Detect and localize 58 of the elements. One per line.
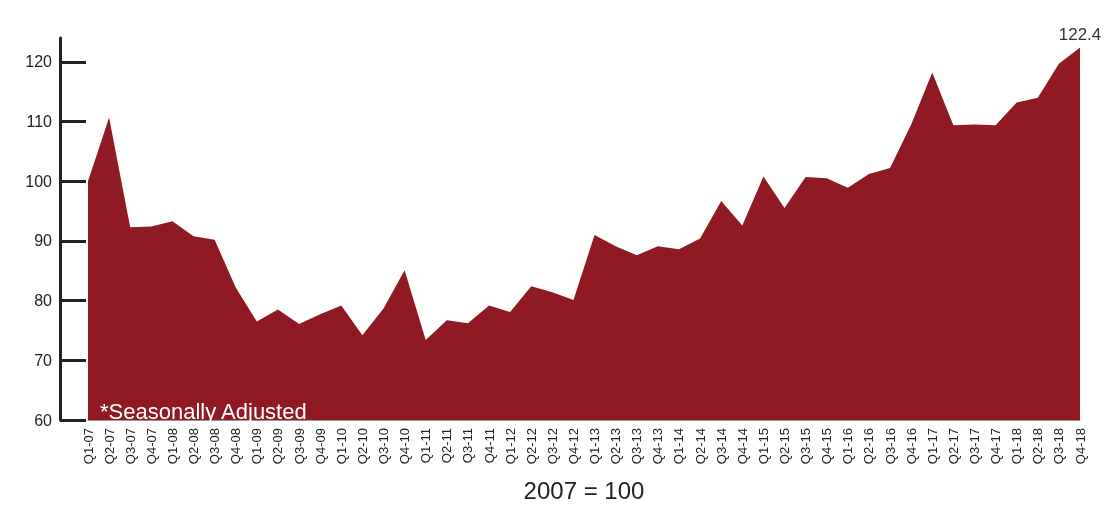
x-tick-label: Q3-14 bbox=[713, 428, 729, 465]
x-tick-label: Q2-17 bbox=[945, 428, 961, 465]
x-tick-label: Q2-10 bbox=[354, 428, 370, 465]
x-tick-label: Q1-18 bbox=[1009, 428, 1025, 465]
x-tick-label: Q2-13 bbox=[608, 428, 624, 465]
x-tick-label: Q1-12 bbox=[502, 428, 518, 465]
x-tick-label: Q3-07 bbox=[122, 428, 138, 465]
y-tick-label: 100 bbox=[25, 172, 53, 190]
x-tick-label: Q1-14 bbox=[671, 428, 687, 465]
x-tick-label: Q4-08 bbox=[228, 428, 244, 465]
x-tick-label: Q2-16 bbox=[861, 428, 877, 465]
x-tick-label: Q3-11 bbox=[460, 428, 476, 464]
x-tick-label: Q3-09 bbox=[291, 428, 307, 465]
x-tick-label: Q2-09 bbox=[270, 428, 286, 465]
x-tick-label: Q2-11 bbox=[439, 428, 455, 464]
x-tick-label: Q3-16 bbox=[882, 428, 898, 465]
x-tick-label: Q4-12 bbox=[565, 428, 581, 465]
x-tick-label: Q4-10 bbox=[397, 428, 413, 465]
x-tick-label: Q1-16 bbox=[840, 428, 856, 465]
x-tick-label: Q4-15 bbox=[819, 428, 835, 465]
x-tick-label: Q3-08 bbox=[207, 428, 223, 465]
x-axis-title: 2007 = 100 bbox=[523, 476, 645, 504]
x-tick-label: Q4-13 bbox=[650, 428, 666, 465]
y-tick-label: 60 bbox=[34, 411, 53, 429]
x-tick-label: Q1-13 bbox=[587, 428, 603, 465]
x-tick-label: Q3-17 bbox=[966, 428, 982, 465]
data-label: 122.4 bbox=[1058, 24, 1102, 44]
x-tick-label: Q4-18 bbox=[1072, 428, 1088, 465]
y-tick-label: 120 bbox=[25, 53, 53, 71]
x-tick-label: Q2-07 bbox=[101, 428, 117, 465]
x-tick-label: Q1-08 bbox=[164, 428, 180, 465]
x-tick-label: Q4-16 bbox=[903, 428, 919, 465]
annotation: *Seasonally Adjusted bbox=[100, 398, 307, 424]
y-tick-label: 90 bbox=[34, 232, 53, 250]
x-tick-label: Q1-10 bbox=[333, 428, 349, 465]
y-tick-label: 110 bbox=[26, 113, 53, 131]
x-tick-label: Q4-17 bbox=[988, 428, 1004, 465]
x-tick-label: Q3-13 bbox=[629, 428, 645, 465]
x-tick-label: Q4-07 bbox=[143, 428, 159, 465]
x-tick-label: Q3-15 bbox=[798, 428, 814, 465]
x-tick-label: Q2-12 bbox=[523, 428, 539, 465]
x-tick-label: Q3-10 bbox=[375, 428, 391, 465]
x-tick-label: Q3-12 bbox=[544, 428, 560, 465]
x-tick-label: Q2-18 bbox=[1030, 428, 1046, 465]
x-tick-label: Q3-18 bbox=[1051, 428, 1067, 465]
x-tick-label: Q1-07 bbox=[80, 428, 96, 465]
x-tick-label: Q4-11 bbox=[481, 428, 497, 464]
x-tick-label: Q1-17 bbox=[924, 428, 940, 465]
x-tick-label: Q2-15 bbox=[777, 428, 793, 465]
x-tick-label: Q1-09 bbox=[249, 428, 265, 465]
x-tick-label: Q2-08 bbox=[186, 428, 202, 465]
x-tick-label: Q4-14 bbox=[734, 428, 750, 465]
y-tick-label: 80 bbox=[34, 292, 53, 310]
x-tick-label: Q2-14 bbox=[692, 428, 708, 465]
x-tick-label: Q1-11 bbox=[418, 428, 434, 464]
y-tick-label: 70 bbox=[34, 351, 53, 369]
x-tick-label: Q4-09 bbox=[312, 428, 328, 465]
x-tick-label: Q1-15 bbox=[755, 428, 771, 465]
